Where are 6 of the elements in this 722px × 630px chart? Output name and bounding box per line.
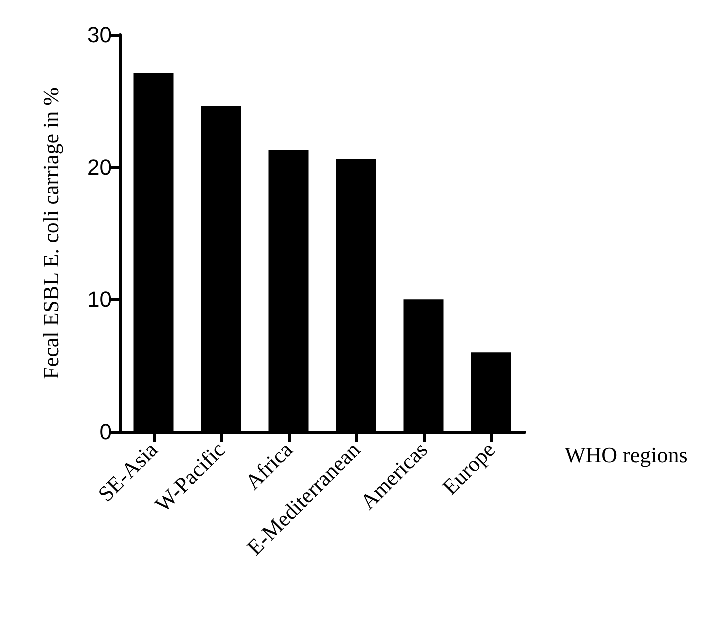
y-tick-label: 0 <box>100 420 112 444</box>
y-tick-label: 30 <box>88 22 112 48</box>
y-axis-title: Fecal ESBL E. coli carriage in % <box>38 88 64 380</box>
x-axis-title: WHO regions <box>565 442 688 468</box>
y-tick-label: 20 <box>88 154 112 180</box>
y-tick-label: 10 <box>88 287 112 312</box>
